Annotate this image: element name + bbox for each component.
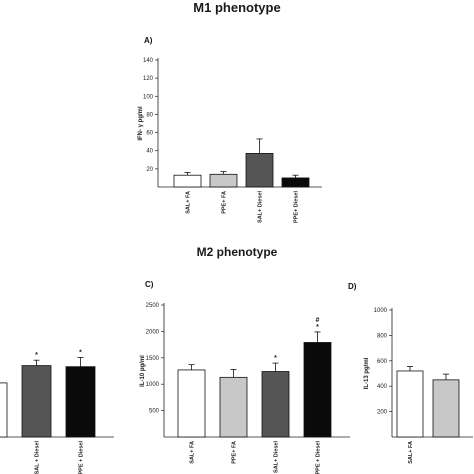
- y-tick-label: 60: [146, 131, 153, 137]
- charts-group: A) 20 40 60 80 100 120 140 IFN- γ pg/ml SAL+ FA PP…: [0, 36, 473, 474]
- y-tick-label: 500: [149, 409, 160, 415]
- chart-panel-d: D) 200 400 600 800 1000 IL-13 pg/ml SAL+ FA: [348, 282, 473, 464]
- category-label: PPE+ FA: [232, 441, 238, 464]
- y-tick-label: 1500: [146, 356, 160, 362]
- category-label: PPE+ Diesel: [294, 191, 300, 223]
- category-label: PPE + Diesel: [316, 441, 322, 474]
- bar: [432, 379, 460, 438]
- significance-mark: *: [274, 355, 277, 362]
- y-tick-label: 20: [146, 167, 153, 173]
- bar: [281, 177, 310, 188]
- significance-mark: *: [35, 352, 38, 359]
- bar: [303, 342, 332, 438]
- chart-panel-b: * SAL + Diesel * PPE + Diesel: [0, 349, 114, 474]
- category-label: SAL+ Diesel: [274, 441, 280, 473]
- panel-label: C): [145, 280, 154, 289]
- y-tick-label: 600: [377, 359, 388, 365]
- category-label: PPE + Diesel: [79, 441, 85, 474]
- bar: [173, 174, 202, 188]
- chart-panel-c: C) 500 1000 1500 2000 2500 IL-10 pg/ml SAL+ FA P…: [140, 280, 350, 474]
- y-tick-label: 100: [143, 94, 154, 100]
- y-tick-label: 80: [146, 112, 153, 118]
- bar: [219, 376, 248, 438]
- bar: [65, 366, 96, 438]
- panel-label: D): [348, 282, 357, 291]
- y-tick-label: 200: [377, 410, 388, 416]
- y-tick-label: 1000: [146, 382, 160, 388]
- chart-panel-a: A) 20 40 60 80 100 120 140 IFN- γ pg/ml SAL+ FA PP…: [138, 36, 322, 223]
- significance-mark: *: [79, 349, 82, 356]
- category-label: PPE+ FA: [222, 191, 228, 214]
- y-axis-label: IL-10 pg/ml: [140, 355, 146, 387]
- y-axis-label: IFN- γ pg/ml: [138, 106, 144, 141]
- bar: [209, 173, 238, 188]
- y-tick-label: 2500: [146, 303, 160, 309]
- y-tick-label: 40: [146, 149, 153, 155]
- bar: [0, 382, 8, 438]
- category-label: SAL+ Diesel: [258, 191, 264, 223]
- category-label: SAL+ FA: [186, 191, 192, 214]
- y-tick-label: 120: [143, 76, 154, 82]
- y-tick-label: 2000: [146, 329, 160, 335]
- category-label: SAL + Diesel: [35, 441, 41, 474]
- y-tick-label: 400: [377, 384, 388, 390]
- category-label: SAL+ FA: [190, 441, 196, 464]
- category-label: SAL+ FA: [408, 441, 414, 464]
- m1-heading: M1 phenotype: [193, 0, 280, 15]
- y-tick-label: 140: [143, 58, 154, 64]
- panel-label: A): [144, 36, 153, 45]
- bar: [396, 370, 424, 438]
- bar: [261, 371, 290, 438]
- y-tick-label: 800: [377, 333, 388, 339]
- y-tick-label: 1000: [374, 308, 388, 314]
- y-axis-label: IL-13 pg/ml: [364, 357, 370, 389]
- m2-heading: M2 phenotype: [197, 245, 278, 259]
- bar: [177, 369, 206, 438]
- bar: [245, 153, 274, 188]
- bar: [21, 365, 52, 438]
- significance-mark: *: [316, 324, 319, 331]
- significance-mark: #: [316, 317, 320, 324]
